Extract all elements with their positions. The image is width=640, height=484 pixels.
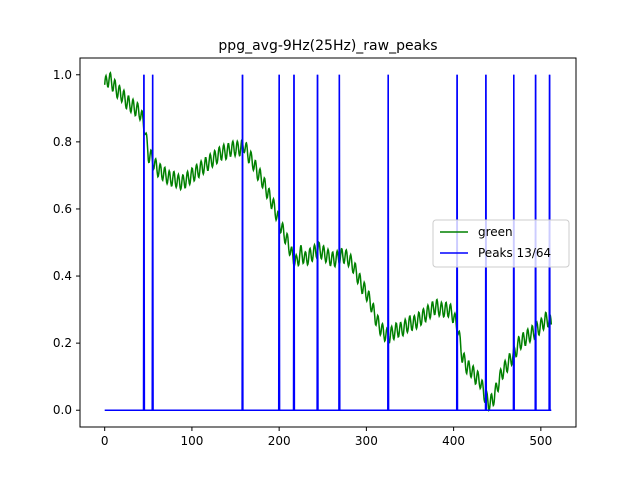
x-tick-label: 500 <box>529 434 552 448</box>
x-tick-label: 400 <box>442 434 465 448</box>
axes-frame <box>79 57 577 428</box>
x-tick-label: 200 <box>268 434 291 448</box>
y-tick-label: 1.0 <box>53 68 72 82</box>
axes: 0 100 200 300 400 500 0.0 0.2 0.4 0.6 0.8 1.0 <box>53 57 577 448</box>
y-tick-label: 0.6 <box>53 202 72 216</box>
y-tick-label: 0.2 <box>53 336 72 350</box>
y-tick-label: 0.0 <box>53 403 72 417</box>
x-tick-label: 300 <box>355 434 378 448</box>
legend-label-green: green <box>478 225 513 239</box>
x-tick-label: 100 <box>180 434 203 448</box>
legend: green Peaks 13/64 <box>432 219 570 268</box>
series-line-green <box>103 71 553 412</box>
y-tick-label: 0.4 <box>53 269 72 283</box>
chart-title: ppg_avg-9Hz(25Hz)_raw_peaks <box>218 38 437 54</box>
x-tick-label: 0 <box>101 434 109 448</box>
legend-label-peaks: Peaks 13/64 <box>478 246 551 260</box>
y-tick-label: 0.8 <box>53 135 72 149</box>
